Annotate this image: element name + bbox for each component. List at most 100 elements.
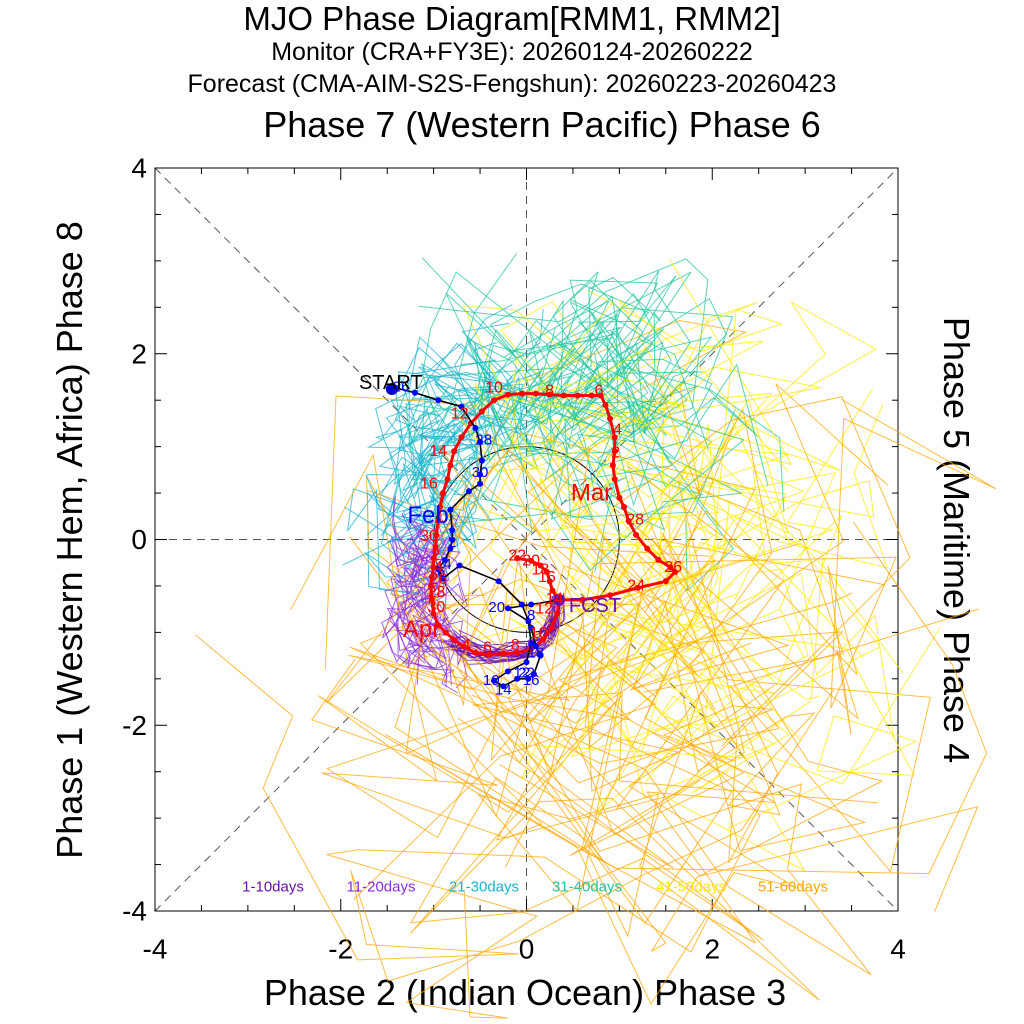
ensemble-member-track: [326, 554, 701, 869]
forecast-point: [532, 390, 539, 397]
ensemble-member-track: [343, 376, 506, 555]
ensemble-member-track: [524, 295, 636, 541]
forecast-point: [602, 401, 609, 408]
x-tick-label: -4: [143, 934, 168, 965]
fcst-label: FCST: [569, 595, 621, 617]
ensemble-member-track: [410, 717, 979, 952]
observed-day-label: 22: [518, 665, 535, 682]
ensemble-member-track: [408, 336, 493, 522]
ensemble-member-track: [401, 369, 553, 552]
observed-point: [465, 488, 472, 495]
forecast-point: [611, 476, 618, 483]
forecast-point: [579, 596, 586, 603]
forecast-point: [437, 503, 444, 510]
ensemble-member-track: [381, 513, 443, 669]
observed-point: [449, 536, 456, 543]
ensemble-member-track: [462, 305, 637, 539]
observed-day-label: 30: [472, 464, 489, 481]
ensemble-member-track: [489, 283, 652, 520]
month-label: Mar: [571, 480, 612, 507]
observed-point: [525, 675, 532, 682]
observed-point: [449, 527, 456, 534]
observed-day-label: 10: [483, 672, 500, 689]
month-label: Feb: [407, 502, 448, 529]
forecast-point: [634, 584, 641, 591]
observed-point: [528, 624, 535, 631]
forecast-point: [514, 555, 521, 562]
forecast-point: [430, 610, 437, 617]
ensemble-member-track: [458, 597, 566, 657]
ensemble-member-track: [606, 452, 824, 872]
observed-day-label: 14: [495, 681, 512, 698]
ensemble-member-track: [428, 399, 997, 777]
ensemble-member-track: [385, 447, 796, 1006]
forecast-point: [549, 587, 556, 594]
observed-day-label: 8: [527, 607, 535, 624]
observed-day-label: 26: [393, 379, 410, 396]
ensemble-member-track: [452, 402, 918, 830]
ensemble-member-track: [386, 445, 773, 784]
forecast-point: [442, 629, 449, 636]
forecast-day-label: 6: [594, 382, 603, 399]
ensemble-member-track: [195, 634, 835, 982]
observed-point: [477, 480, 484, 487]
ensemble-member-track: [353, 408, 867, 900]
forecast-point: [428, 596, 435, 603]
forecast-point: [439, 490, 446, 497]
observed-point: [528, 640, 535, 647]
observed-point: [495, 578, 502, 585]
ensemble-member-track: [536, 300, 716, 783]
ensemble-member-track: [423, 330, 688, 527]
ensemble-member-track: [399, 510, 464, 654]
ensemble-member-track: [451, 601, 560, 659]
fcst-marker: [553, 593, 566, 606]
observed-day-label: 2: [448, 534, 456, 551]
forecast-day-label: 26: [664, 559, 682, 576]
observed-point: [412, 389, 419, 396]
ensemble-member-track: [465, 280, 654, 450]
forecast-day-label: 8: [545, 382, 554, 399]
ensemble-member-track: [508, 470, 776, 695]
forecast-point: [672, 569, 679, 576]
ensemble-member-track: [380, 362, 488, 537]
observed-day-label: 12: [514, 665, 531, 682]
forecast-point: [616, 494, 623, 501]
ensemble-member-track: [325, 472, 872, 976]
forecast-day-label: 24: [627, 577, 645, 594]
forecast-point: [611, 448, 618, 455]
forecast-day-label: 28: [626, 511, 644, 528]
ensemble-member-track: [311, 543, 800, 839]
forecast-point: [574, 392, 581, 399]
forecast-point: [560, 392, 567, 399]
ensemble-member-track: [529, 301, 836, 659]
observed-point: [530, 671, 537, 678]
forecast-point: [543, 569, 550, 576]
forecast-point: [554, 610, 561, 617]
observed-point: [435, 397, 442, 404]
legend-item: 1-10days: [242, 879, 304, 896]
ensemble-member-track: [612, 396, 911, 747]
legend-item: 51-60days: [758, 879, 828, 896]
observed-point: [441, 556, 448, 563]
ensemble-member-track: [495, 377, 904, 674]
ensemble-member-track: [380, 388, 510, 576]
forecast-day-label: 4: [434, 559, 443, 576]
ensemble-member-track: [342, 385, 590, 566]
ensemble-member-track: [389, 526, 434, 646]
forecast-point: [430, 555, 437, 562]
observed-day-label: 16: [523, 672, 540, 689]
forecast-point: [433, 531, 440, 538]
ensemble-member-track: [405, 550, 459, 694]
forecast-point: [548, 624, 555, 631]
observed-point: [447, 545, 454, 552]
ensemble-member-track: [403, 520, 448, 684]
forecast-day-label: 8: [511, 637, 520, 654]
observed-point: [477, 471, 484, 478]
ensemble-member-track: [448, 601, 559, 657]
forecast-day-label: 14: [429, 443, 447, 460]
x-tick-label: 2: [704, 934, 720, 965]
forecast-point: [518, 390, 525, 397]
observed-point: [477, 438, 484, 445]
ensemble-member-track: [592, 389, 881, 732]
